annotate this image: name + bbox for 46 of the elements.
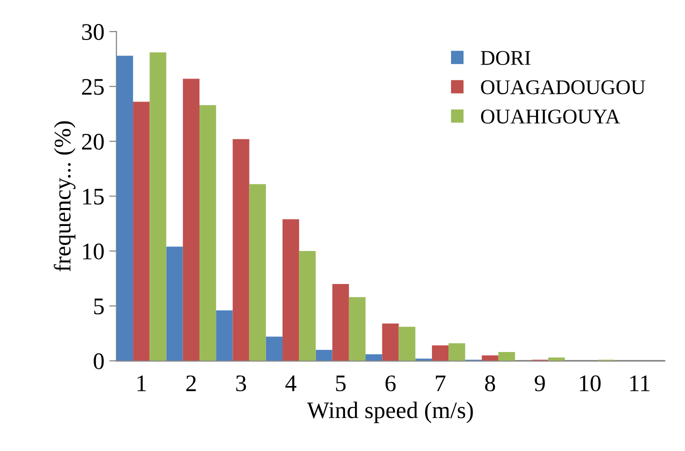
y-tick-label: 0 [94,353,104,370]
y-axis-title: frequency... (%) [54,121,76,272]
bar [299,251,316,361]
x-tick-label: 4 [285,376,296,392]
bar [166,246,183,361]
legend-label: OUAGADOUGOU [481,80,646,94]
y-tick-label: 10 [83,244,104,260]
bar [282,219,300,361]
bar [498,352,515,361]
x-tick-label: 1 [138,375,146,392]
x-tick-label: 8 [485,375,496,392]
bar [249,184,266,361]
bar [348,297,366,361]
x-tick-label: 7 [436,376,446,392]
legend-label: OUAHIGOUYA [481,110,620,124]
bar [216,310,233,361]
bar [432,345,449,361]
bar [316,350,332,361]
x-tick-label: 3 [236,375,246,392]
y-tick-label: 25 [82,79,104,95]
bar [199,105,216,361]
legend-label: DORI [480,50,530,65]
bar [366,354,382,361]
x-tick-label: 11 [630,375,650,392]
bar [548,358,565,361]
bar [182,78,200,361]
bar [232,139,250,361]
x-axis-title: Wind speed (m/s) [307,402,473,424]
bar [448,343,466,361]
y-tick-label: 15 [83,188,104,205]
x-tick-label: 5 [336,376,346,392]
x-tick-label: 2 [186,375,196,392]
bar [116,56,134,361]
x-tick-label: 6 [386,375,396,392]
bar [266,336,283,361]
x-tick-label: 10 [580,375,601,392]
y-tick-label: 5 [94,298,104,314]
y-tick-label: 30 [82,24,104,40]
bar [382,323,399,361]
bar [133,102,150,361]
bar [482,355,498,361]
x-tick-label: 9 [534,375,545,392]
bar [150,52,166,361]
y-tick-label: 20 [82,134,104,150]
bar [398,326,416,361]
bar [332,284,349,361]
